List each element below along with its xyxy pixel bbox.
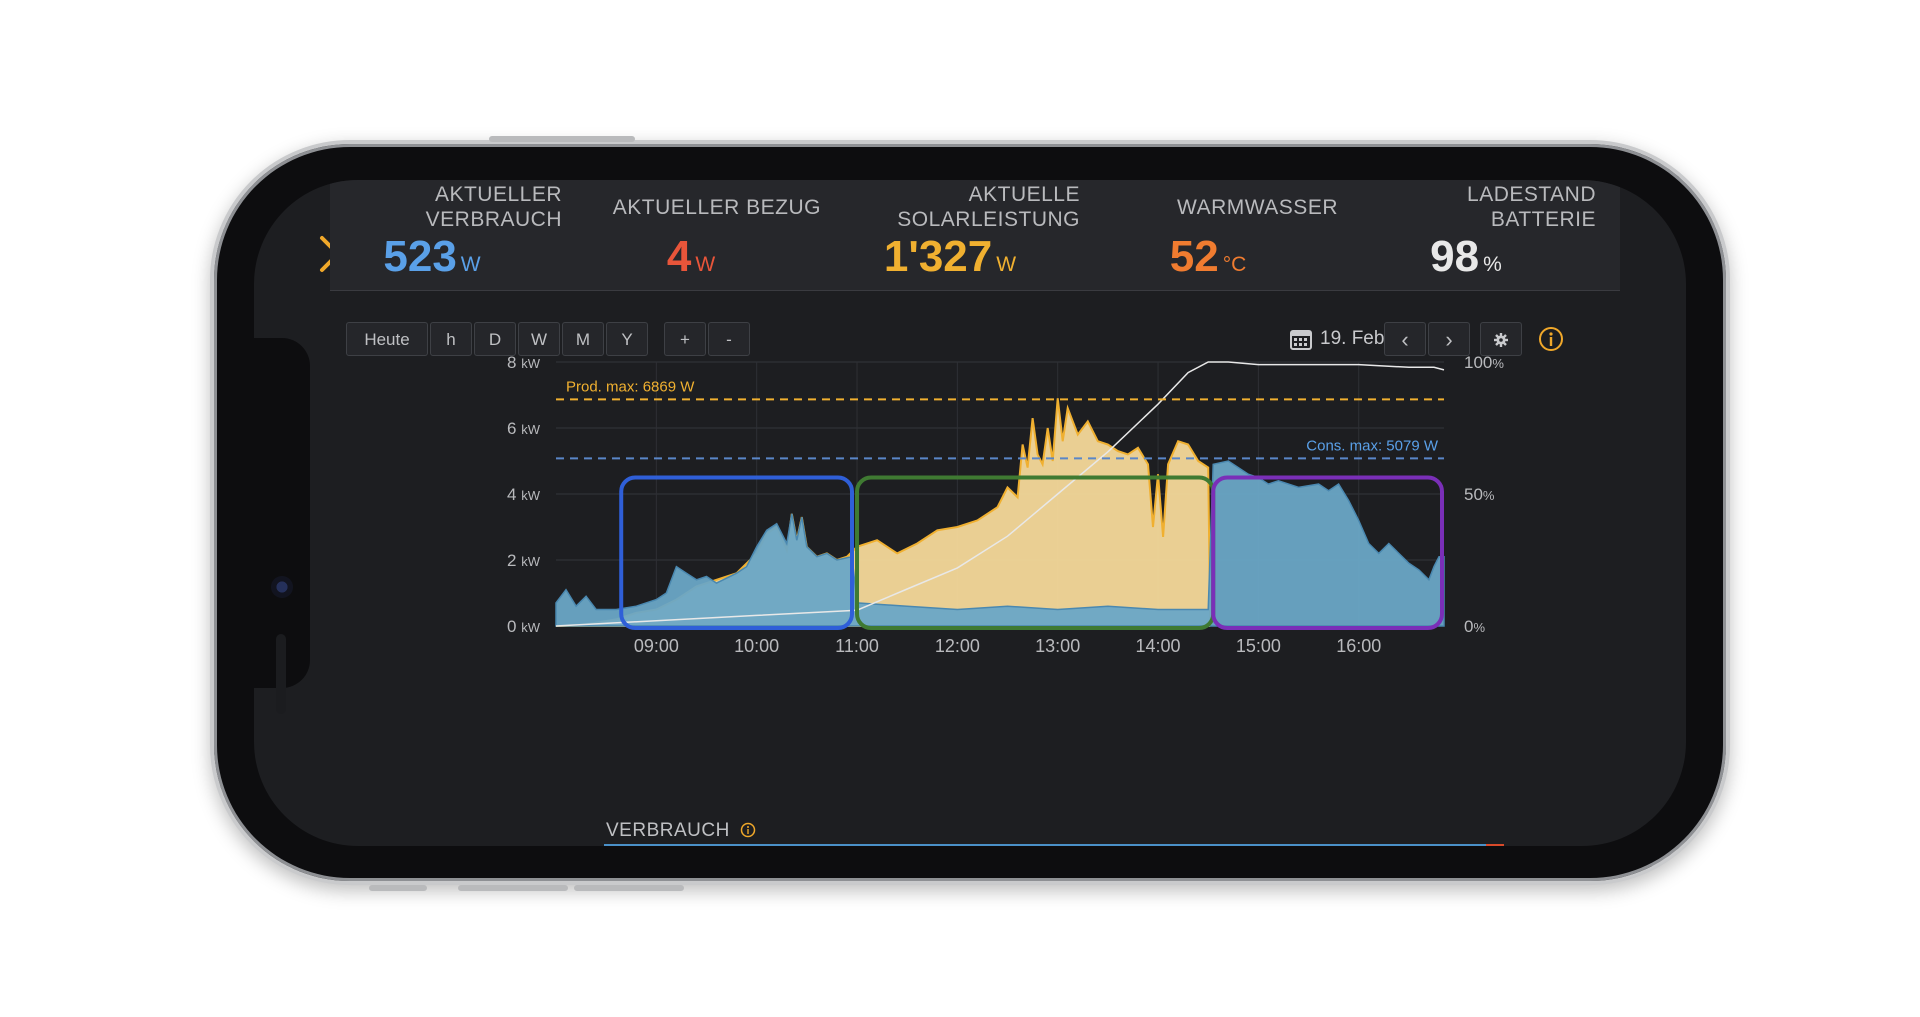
stat-label-line: SOLARLEISTUNG — [897, 208, 1080, 231]
x-tick-label: 14:00 — [1136, 636, 1181, 656]
stat-solar: AKTUELLE SOLARLEISTUNG 1'327 W — [820, 180, 1080, 290]
stat-label: LADESTAND BATTERIE — [1336, 180, 1596, 234]
chart-highlights — [619, 475, 1444, 630]
calendar-icon[interactable] — [1290, 328, 1312, 350]
phone-top-button — [489, 136, 635, 142]
chart-toolbar: Heute h D W M Y + - 19. Feb. ‹ › — [254, 322, 1686, 358]
camera-icon — [271, 576, 293, 598]
info-icon[interactable] — [740, 822, 756, 838]
notch — [254, 338, 310, 714]
y-tick-unit: kW — [521, 422, 541, 437]
phone-silent-switch — [369, 885, 427, 891]
range-button-today[interactable]: Heute — [346, 322, 428, 356]
y2-tick-label: 0% — [1464, 617, 1485, 636]
y-tick-unit: kW — [521, 620, 541, 635]
stats-header: AKTUELLER VERBRAUCH 523 W AKTUELLER BEZUG… — [330, 180, 1620, 291]
y-tick-label: 4 kW — [507, 485, 541, 504]
previous-day-button[interactable]: ‹ — [1384, 322, 1426, 356]
stat-unit: W — [695, 253, 716, 276]
stat-value-battery: 98% — [1336, 232, 1596, 290]
gear-icon — [1494, 333, 1508, 347]
selected-date[interactable]: 19. Feb. — [1320, 328, 1390, 349]
y-tick-unit: kW — [521, 554, 541, 569]
stat-label-line: AKTUELLER BEZUG — [612, 195, 821, 219]
zoom-in-button[interactable]: + — [664, 322, 706, 356]
phone-frame: AKTUELLER VERBRAUCH 523 W AKTUELLER BEZUG… — [210, 136, 1730, 891]
stat-value-consumption: 523 W — [302, 232, 562, 290]
stat-label-line: LADESTAND — [1467, 183, 1596, 206]
range-button-year[interactable]: Y — [606, 322, 648, 356]
x-tick-label: 11:00 — [835, 636, 879, 656]
zoom-out-button[interactable]: - — [708, 322, 750, 356]
range-button-month[interactable]: M — [562, 322, 604, 356]
y2-tick-unit: % — [1492, 356, 1504, 371]
stat-warm-water: WARMWASSER 52 °C — [1078, 180, 1338, 290]
consumption-section-label: VERBRAUCH — [606, 820, 730, 841]
stat-number: 1'327 — [883, 232, 993, 281]
stat-number: 52 — [1169, 232, 1219, 281]
x-tick-label: 10:00 — [734, 636, 779, 656]
stat-label: WARMWASSER — [1078, 180, 1338, 234]
next-day-button[interactable]: › — [1428, 322, 1470, 356]
consumption-max-label: Cons. max: 5079 W — [1306, 437, 1439, 454]
stat-label: AKTUELLER BEZUG — [561, 180, 821, 234]
x-tick-label: 12:00 — [935, 636, 980, 656]
production-max-label: Prod. max: 6869 W — [566, 378, 695, 395]
y2-tick-unit: % — [1483, 488, 1495, 503]
consumption-area — [556, 461, 1444, 626]
info-icon[interactable] — [1538, 326, 1564, 352]
app-screen: AKTUELLER VERBRAUCH 523 W AKTUELLER BEZUG… — [254, 180, 1686, 846]
energy-chart: 0 kW 2 kW 4 kW 6 kW 8 kW 0% 50% 100% 09:00 10:00 1… — [507, 353, 1504, 656]
y-tick-label: 2 kW — [507, 551, 541, 570]
y-tick-unit: kW — [521, 356, 541, 371]
stat-label-line: AKTUELLE — [968, 183, 1080, 206]
stat-unit: °C — [1222, 253, 1247, 276]
production-area — [556, 398, 1211, 626]
stat-label: AKTUELLER VERBRAUCH — [302, 180, 562, 234]
x-tick-label: 16:00 — [1336, 636, 1381, 656]
phone-volume-down — [574, 885, 684, 891]
stat-label-line: BATTERIE — [1490, 208, 1596, 231]
consumption-section-title: VERBRAUCH — [606, 820, 756, 842]
x-tick-label: 13:00 — [1035, 636, 1080, 656]
settings-button[interactable] — [1480, 322, 1522, 356]
stat-unit: % — [1483, 253, 1502, 276]
chart-areas — [555, 398, 1445, 627]
x-tick-label: 15:00 — [1236, 636, 1281, 656]
stat-unit: W — [996, 253, 1017, 276]
stat-battery: LADESTAND BATTERIE 98% — [1336, 180, 1596, 290]
y2-tick-unit: % — [1473, 620, 1485, 635]
stat-number: 4 — [666, 232, 692, 281]
range-button-day[interactable]: D — [474, 322, 516, 356]
highlight-box-evening — [1211, 475, 1444, 630]
speaker-grille — [276, 634, 286, 714]
consumption-outline — [555, 460, 1445, 627]
x-tick-label: 09:00 — [634, 636, 679, 656]
stat-number: 523 — [383, 232, 457, 281]
y2-tick-label: 50% — [1464, 485, 1495, 504]
y-tick-label: 0 kW — [507, 617, 541, 636]
chart-labels: 0 kW 2 kW 4 kW 6 kW 8 kW 0% 50% 100% 09:00 10:00 1… — [507, 353, 1504, 656]
stat-consumption: AKTUELLER VERBRAUCH 523 W — [302, 180, 562, 290]
consumption-progress-bar-end — [1486, 844, 1504, 846]
y-tick-unit: kW — [521, 488, 541, 503]
consumption-progress-bar — [604, 844, 1504, 846]
y2-tick-label: 100% — [1464, 353, 1504, 372]
stat-unit: W — [460, 253, 481, 276]
y-tick-label: 6 kW — [507, 419, 541, 438]
y-tick-label: 8 kW — [507, 353, 541, 372]
highlight-box-morning — [619, 475, 854, 630]
stat-label-line: WARMWASSER — [1177, 195, 1338, 219]
stat-value-solar: 1'327 W — [820, 232, 1080, 290]
stat-value-warm-water: 52 °C — [1078, 232, 1338, 290]
stat-number: 98 — [1430, 232, 1480, 281]
stat-label-line: AKTUELLER — [434, 183, 562, 206]
stat-label-line: VERBRAUCH — [425, 208, 562, 231]
phone-volume-up — [458, 885, 568, 891]
stat-label: AKTUELLE SOLARLEISTUNG — [820, 180, 1080, 234]
range-button-week[interactable]: W — [518, 322, 560, 356]
range-button-hour[interactable]: h — [430, 322, 472, 356]
